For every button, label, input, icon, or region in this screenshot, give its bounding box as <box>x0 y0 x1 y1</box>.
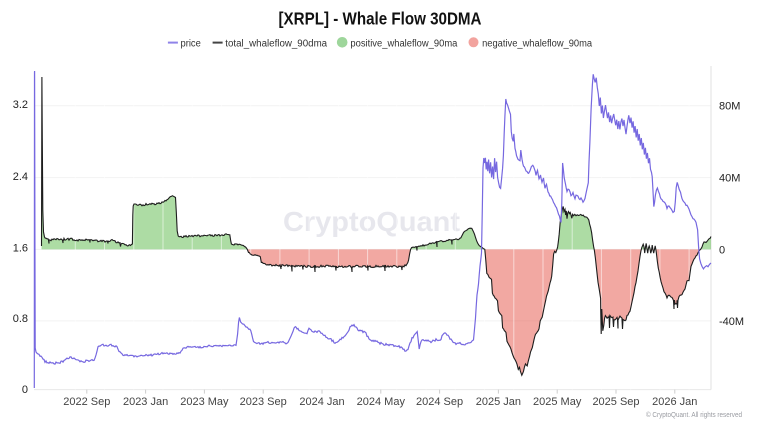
svg-text:0: 0 <box>22 384 28 396</box>
svg-text:2.4: 2.4 <box>13 171 28 183</box>
svg-text:CryptoQuant: CryptoQuant <box>283 206 460 237</box>
svg-text:40M: 40M <box>719 173 740 185</box>
svg-text:2023 May: 2023 May <box>180 396 229 408</box>
svg-text:3.2: 3.2 <box>13 99 28 111</box>
svg-text:2024 Jan: 2024 Jan <box>299 396 344 408</box>
svg-text:2024 Sep: 2024 Sep <box>416 396 463 408</box>
svg-text:2023 Sep: 2023 Sep <box>240 396 287 408</box>
svg-text:2026 Jan: 2026 Jan <box>652 396 697 408</box>
svg-text:[XRPL] - Whale Flow 30DMA: [XRPL] - Whale Flow 30DMA <box>279 9 482 29</box>
svg-text:0.8: 0.8 <box>13 313 28 325</box>
svg-text:0: 0 <box>719 244 725 256</box>
svg-text:2025 Sep: 2025 Sep <box>592 396 639 408</box>
svg-text:negative_whaleflow_90ma: negative_whaleflow_90ma <box>482 38 592 49</box>
svg-text:2024 May: 2024 May <box>357 396 406 408</box>
svg-text:-40M: -40M <box>719 316 744 328</box>
svg-text:© CryptoQuant. All rights rese: © CryptoQuant. All rights reserved <box>646 411 742 419</box>
svg-text:total_whaleflow_90dma: total_whaleflow_90dma <box>225 38 327 49</box>
svg-text:2023 Jan: 2023 Jan <box>123 396 168 408</box>
svg-text:positive_whaleflow_90ma: positive_whaleflow_90ma <box>350 38 457 49</box>
svg-text:80M: 80M <box>719 101 740 113</box>
svg-text:2025 May: 2025 May <box>533 396 582 408</box>
svg-text:2022 Sep: 2022 Sep <box>63 396 110 408</box>
svg-text:price: price <box>181 38 202 49</box>
svg-text:2025 Jan: 2025 Jan <box>476 396 521 408</box>
svg-text:1.6: 1.6 <box>13 243 28 255</box>
